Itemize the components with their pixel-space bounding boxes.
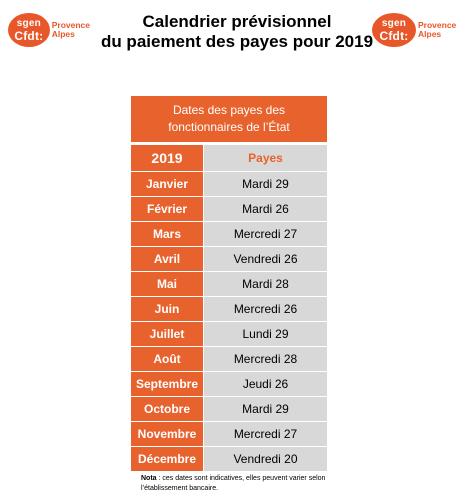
table-header: Dates des payes des fonctionnaires de l’…: [131, 96, 327, 142]
table-row: Juin Mercredi 26: [131, 296, 327, 321]
month-cell: Janvier: [131, 172, 203, 196]
page-title: Calendrier prévisionnel du paiement des …: [95, 12, 379, 52]
page-title-line1: Calendrier prévisionnel: [142, 12, 332, 31]
month-cell: Juin: [131, 297, 203, 321]
sgen-cfdt-badge: sgen Cfdt:: [372, 13, 416, 47]
pay-date-cell: Lundi 29: [204, 322, 327, 346]
logo-text-top: sgen: [16, 17, 41, 29]
table-row: Juillet Lundi 29: [131, 321, 327, 346]
logo-region-line1: Provence: [51, 20, 90, 30]
logo-text-bottom: Cfdt:: [379, 28, 409, 43]
table-row: Mars Mercredi 27: [131, 221, 327, 246]
year-header: 2019: [131, 145, 203, 171]
table-row: Mai Mardi 28: [131, 271, 327, 296]
month-cell: Février: [131, 197, 203, 221]
month-cell: Juillet: [131, 322, 203, 346]
pay-date-cell: Mercredi 27: [204, 222, 327, 246]
table-row: Décembre Vendredi 20: [131, 446, 327, 471]
pay-date-cell: Jeudi 26: [204, 372, 327, 396]
month-cell: Mars: [131, 222, 203, 246]
table-row: Octobre Mardi 29: [131, 396, 327, 421]
sgen-cfdt-badge: sgen Cfdt:: [8, 13, 50, 47]
pay-dates-table: Dates des payes des fonctionnaires de l’…: [131, 96, 327, 471]
footnote-label: Nota: [141, 475, 157, 482]
table-body: Janvier Mardi 29 Février Mardi 26 Mars Mercre…: [131, 171, 327, 471]
footnote-text: : ces dates sont indicatives, elles peuv…: [141, 475, 326, 492]
logo-region-line2: Alpes: [51, 29, 75, 39]
sgen-cfdt-logo-left: sgen Cfdt: Provence Alpes: [8, 13, 90, 47]
footnote: Nota : ces dates sont indicatives, elles…: [141, 474, 341, 494]
month-cell: Août: [131, 347, 203, 371]
logo-region-line1: Provence: [418, 20, 457, 30]
month-cell: Octobre: [131, 397, 203, 421]
table-header-line2: fonctionnaires de l’État: [168, 120, 290, 134]
month-cell: Avril: [131, 247, 203, 271]
pay-date-cell: Mardi 28: [204, 272, 327, 296]
pay-date-cell: Mercredi 28: [204, 347, 327, 371]
pay-date-cell: Vendredi 20: [204, 447, 327, 471]
pay-date-cell: Mardi 29: [204, 172, 327, 196]
pay-date-cell: Mercredi 26: [204, 297, 327, 321]
pay-date-cell: Mercredi 27: [204, 422, 327, 446]
table-row: Septembre Jeudi 26: [131, 371, 327, 396]
table-row: Janvier Mardi 29: [131, 171, 327, 196]
logo-text-bottom: Cfdt:: [14, 28, 44, 43]
month-cell: Mai: [131, 272, 203, 296]
table-row: Février Mardi 26: [131, 196, 327, 221]
logo-text-top: sgen: [381, 17, 407, 29]
logo-region: Provence Alpes: [418, 21, 456, 39]
month-cell: Décembre: [131, 447, 203, 471]
table-row: Novembre Mercredi 27: [131, 421, 327, 446]
table-column-header-row: 2019 Payes: [131, 142, 327, 171]
payes-header: Payes: [204, 145, 327, 171]
sgen-cfdt-logo-right: sgen Cfdt: Provence Alpes: [372, 13, 464, 47]
pay-date-cell: Mardi 29: [204, 397, 327, 421]
logo-region-line2: Alpes: [418, 29, 442, 39]
month-cell: Septembre: [131, 372, 203, 396]
logo-region: Provence Alpes: [52, 21, 90, 39]
table-header-line1: Dates des payes des: [172, 103, 286, 117]
pay-date-cell: Mardi 26: [204, 197, 327, 221]
pay-date-cell: Vendredi 26: [204, 247, 327, 271]
table-row: Août Mercredi 28: [131, 346, 327, 371]
table-row: Avril Vendredi 26: [131, 246, 327, 271]
page-title-line2: du paiement des payes pour 2019: [100, 32, 374, 51]
month-cell: Novembre: [131, 422, 203, 446]
